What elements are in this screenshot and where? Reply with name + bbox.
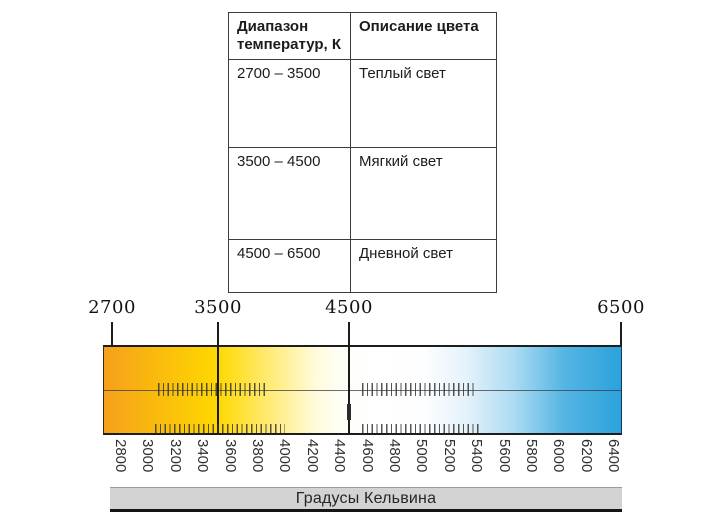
small-dash-mark bbox=[347, 404, 351, 420]
kelvin-label-6000: 6000 bbox=[550, 439, 567, 473]
kelvin-label-5800: 5800 bbox=[523, 439, 540, 473]
range-cell: 2700 – 3500 bbox=[228, 58, 351, 148]
table-row: 2700 – 3500 Теплый свет bbox=[228, 58, 497, 148]
kelvin-label-3200: 3200 bbox=[167, 439, 184, 473]
kelvin-label-2800: 2800 bbox=[112, 439, 129, 473]
ruler-ticks-midline-left bbox=[158, 383, 266, 396]
kelvin-label-3000: 3000 bbox=[139, 439, 156, 473]
kelvin-label-6200: 6200 bbox=[578, 439, 595, 473]
kelvin-label-5000: 5000 bbox=[413, 439, 430, 473]
kelvin-axis-title: Градусы Кельвина bbox=[295, 489, 437, 507]
table-row: 4500 – 6500 Дневной свет bbox=[228, 238, 497, 293]
scale-tick-3500 bbox=[217, 322, 219, 345]
range-cell: 3500 – 4500 bbox=[228, 146, 351, 240]
kelvin-label-3400: 3400 bbox=[194, 439, 211, 473]
description-cell: Теплый свет bbox=[350, 58, 497, 148]
scale-tick-6500 bbox=[620, 322, 622, 345]
kelvin-label-5600: 5600 bbox=[496, 439, 513, 473]
header-description-column: Описание цвета bbox=[350, 12, 497, 60]
kelvin-label-4600: 4600 bbox=[359, 439, 376, 473]
kelvin-label-4000: 4000 bbox=[276, 439, 293, 473]
description-cell: Дневной свет bbox=[350, 238, 497, 293]
range-cell: 4500 – 6500 bbox=[228, 238, 351, 293]
kelvin-label-4800: 4800 bbox=[386, 439, 403, 473]
scale-label-2700: 2700 bbox=[88, 297, 136, 318]
bar-divider-4500 bbox=[348, 345, 350, 435]
kelvin-axis-bar: Градусы Кельвина bbox=[110, 487, 622, 512]
scale-label-4500: 4500 bbox=[325, 297, 373, 318]
table-header-row: Диапазон температур, К Описание цвета bbox=[228, 12, 497, 60]
scale-label-6500: 6500 bbox=[597, 297, 645, 318]
kelvin-label-3600: 3600 bbox=[222, 439, 239, 473]
kelvin-label-4200: 4200 bbox=[304, 439, 321, 473]
scale-tick-2700 bbox=[111, 322, 113, 345]
temperature-table: Диапазон температур, К Описание цвета 27… bbox=[228, 12, 497, 293]
table-row: 3500 – 4500 Мягкий свет bbox=[228, 146, 497, 240]
ruler-ticks-bottom-right bbox=[362, 424, 480, 433]
kelvin-label-6400: 6400 bbox=[605, 439, 622, 473]
kelvin-label-4400: 4400 bbox=[331, 439, 348, 473]
ruler-ticks-bottom-left bbox=[155, 424, 285, 433]
header-range-column: Диапазон температур, К bbox=[228, 12, 351, 60]
kelvin-label-5200: 5200 bbox=[441, 439, 458, 473]
kelvin-label-5400: 5400 bbox=[468, 439, 485, 473]
scale-label-3500: 3500 bbox=[194, 297, 242, 318]
kelvin-label-3800: 3800 bbox=[249, 439, 266, 473]
ruler-ticks-midline-right bbox=[362, 383, 477, 396]
description-cell: Мягкий свет bbox=[350, 146, 497, 240]
scale-tick-4500 bbox=[348, 322, 350, 345]
